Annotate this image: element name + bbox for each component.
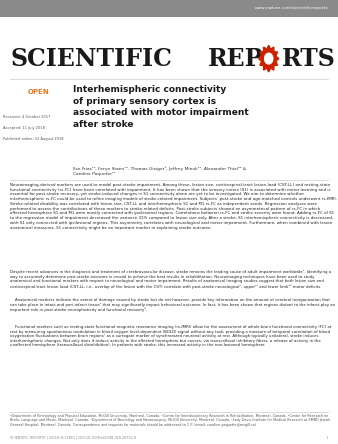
- Text: www.nature.com/scientificreports: www.nature.com/scientificreports: [254, 6, 328, 11]
- Text: Interhemispheric connectivity
of primary sensory cortex is
associated with motor: Interhemispheric connectivity of primary…: [73, 85, 248, 129]
- Text: Despite recent advances in the diagnosis and treatment of cerebrovascular diseas: Despite recent advances in the diagnosis…: [10, 270, 331, 289]
- FancyBboxPatch shape: [0, 0, 338, 17]
- Text: SCIENTIFIC: SCIENTIFIC: [10, 47, 172, 71]
- Text: 1: 1: [326, 436, 328, 440]
- Circle shape: [265, 53, 273, 64]
- Polygon shape: [259, 45, 279, 72]
- Text: Functional markers such as resting-state functional magnetic resonance imaging (: Functional markers such as resting-state…: [10, 325, 332, 347]
- Text: ¹Department of Kinesiology and Physical Education, McGill University, Montreal, : ¹Department of Kinesiology and Physical …: [10, 414, 331, 427]
- Text: RTS: RTS: [282, 47, 335, 71]
- Text: Ilse Frias¹², Feryn Starrs¹², Thomas Gisiger³, Jeffrey Minuk¹², Alexander Thiel⁴: Ilse Frias¹², Feryn Starrs¹², Thomas Gis…: [73, 166, 246, 176]
- Text: Neuroimaging-derived markers are used to model post-stroke impairment. Among the: Neuroimaging-derived markers are used to…: [10, 183, 337, 230]
- Text: Published online: 22 August 2018: Published online: 22 August 2018: [3, 137, 64, 141]
- Text: Accepted: 11 July 2018: Accepted: 11 July 2018: [3, 126, 45, 130]
- Text: Received: 4 October 2017: Received: 4 October 2017: [3, 115, 51, 119]
- Text: REP: REP: [208, 47, 263, 71]
- Text: Anatomical markers indicate the extent of damage caused by stroke but do not how: Anatomical markers indicate the extent o…: [10, 298, 335, 312]
- Text: OPEN: OPEN: [28, 89, 50, 95]
- Text: SCIENTIFIC REPORTS | (2018) 8:12851 | DOI:10.1038/s41598-018-28752-6: SCIENTIFIC REPORTS | (2018) 8:12851 | DO…: [10, 436, 136, 440]
